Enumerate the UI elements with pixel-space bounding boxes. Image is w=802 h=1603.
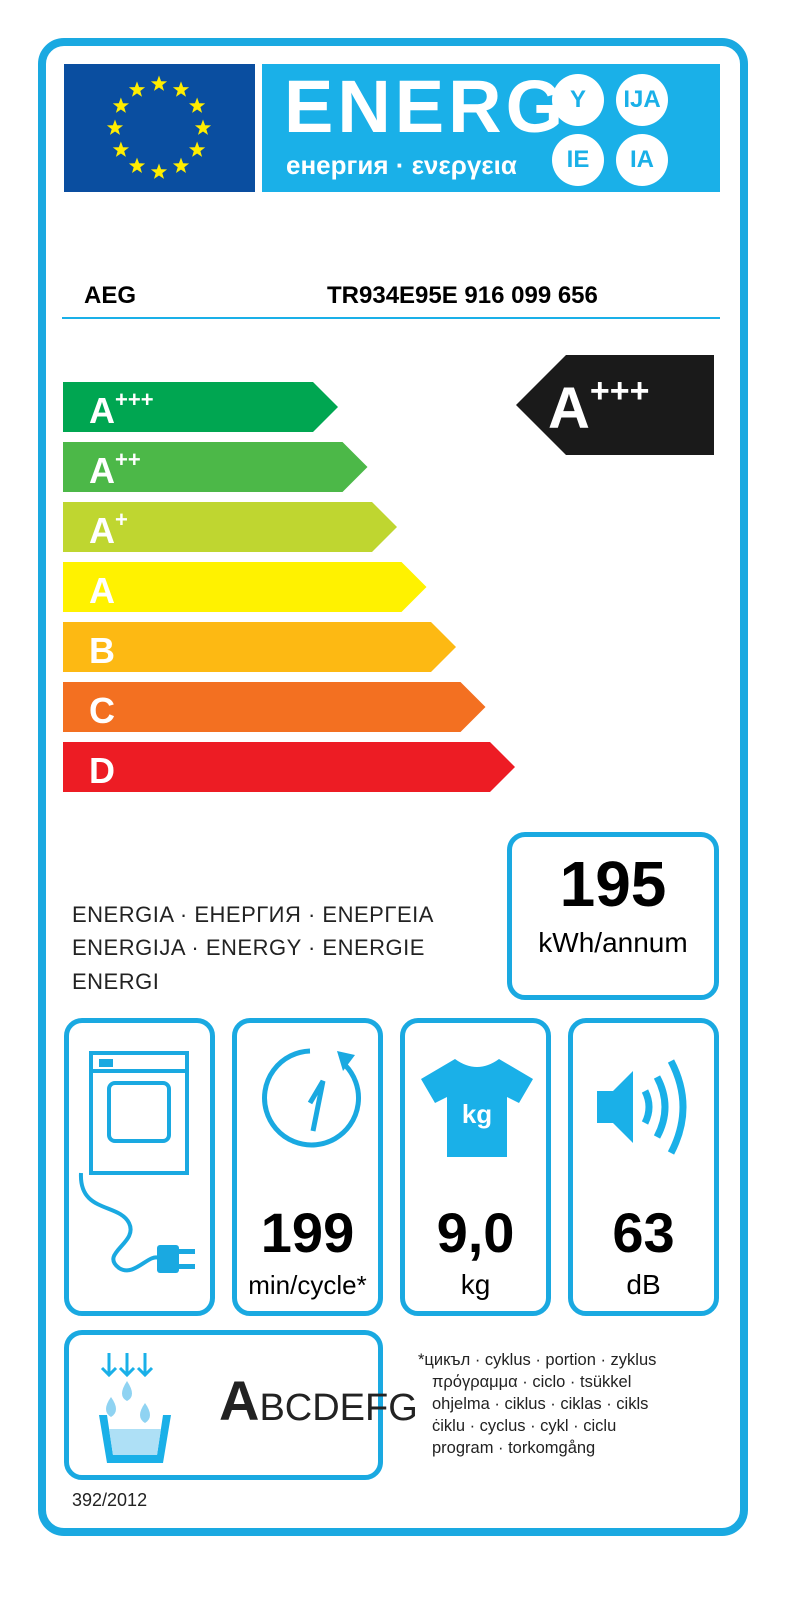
star-icon — [150, 163, 168, 179]
star-icon — [194, 119, 212, 135]
speaker-icon — [597, 1059, 687, 1155]
spec-box-noise: 63 dB — [568, 1018, 719, 1316]
spec-box-capacity: kg 9,0 kg — [400, 1018, 551, 1316]
star-icon — [150, 75, 168, 91]
scale-bar-label: C — [89, 690, 115, 731]
footnote-line: ċiklu · cyclus · cykl · ciclu — [432, 1417, 617, 1435]
energy-word-line: ENERGIA · ЕНЕРГИЯ · ΕΝΕΡΓΕΙΑ — [72, 902, 434, 927]
eu-flag — [64, 64, 255, 192]
suffix-ija: IJA — [616, 74, 668, 126]
scale-bar — [63, 622, 456, 672]
condensation-scale: ABCDEFG — [219, 1371, 418, 1438]
label-frame — [38, 38, 748, 1536]
scale-bar — [63, 382, 338, 432]
scale-bar-label: A — [89, 570, 115, 611]
consumption-value: 195 — [559, 848, 667, 920]
footnote-line: πρόγραμμα · ciclo · tsükkel — [432, 1373, 632, 1391]
brand-name: AEG — [84, 282, 137, 309]
scale-bar — [63, 562, 427, 612]
svg-text:kg: kg — [462, 1099, 492, 1129]
star-icon — [172, 157, 190, 173]
banner-title: ENERG — [284, 65, 568, 148]
energy-word-line: ENERGIJA · ENERGY · ENERGIE — [72, 935, 425, 960]
scale-bar-label: B — [89, 630, 115, 671]
regulation-number: 392/2012 — [72, 1490, 148, 1510]
eu-stars-icon — [106, 75, 212, 179]
suffix-ie: IE — [552, 134, 604, 186]
noise-unit: dB — [626, 1269, 661, 1300]
scale-bar — [63, 502, 397, 552]
suffix-ia: IA — [616, 134, 668, 186]
tshirt-kg-icon: kg — [421, 1059, 533, 1157]
scale-bar — [63, 742, 515, 792]
footnote-line: *цикъл · cyklus · portion · zyklus — [418, 1351, 657, 1369]
suffix-y: Y — [552, 74, 604, 126]
consumption-box: 195 kWh/annum — [507, 832, 719, 1000]
star-icon — [189, 141, 206, 157]
scale-bar-label: D — [89, 750, 115, 791]
rating-indicator — [516, 355, 714, 455]
condensation-class: A — [219, 1369, 260, 1432]
scale-bar — [63, 442, 368, 492]
star-icon — [128, 81, 146, 97]
noise-value: 63 — [612, 1201, 675, 1264]
energy-word-line: ENERGI — [72, 969, 160, 994]
star-icon — [172, 81, 190, 97]
condensation-scale-rest: BCDEFG — [259, 1387, 418, 1429]
condensation-box: ABCDEFG — [64, 1330, 418, 1480]
dryer-plug-icon — [78, 1051, 195, 1273]
divider — [62, 317, 720, 319]
spec-box-dryer — [64, 1018, 215, 1316]
star-icon — [106, 119, 124, 135]
star-icon — [112, 141, 129, 157]
clock-icon — [262, 1048, 361, 1148]
star-icon — [128, 157, 146, 173]
star-icon — [112, 97, 129, 113]
capacity-unit: kg — [460, 1269, 491, 1300]
star-icon — [189, 97, 206, 113]
footnote-line: program · torkomgång — [432, 1439, 596, 1457]
banner-subtitle: енергия · ενεργεια — [286, 150, 517, 180]
water-drops-basin-icon — [99, 1353, 171, 1463]
scale-bar — [63, 682, 486, 732]
spec-box-cycle-time: 199 min/cycle* — [232, 1018, 383, 1316]
capacity-value: 9,0 — [436, 1201, 515, 1264]
consumption-unit: kWh/annum — [538, 927, 688, 958]
model-number: TR934E95E 916 099 656 — [327, 282, 598, 309]
footnote-line: ohjelma · ciklus · ciklas · cikls — [432, 1395, 649, 1413]
cycle-time-value: 199 — [260, 1201, 355, 1264]
cycle-time-unit: min/cycle* — [248, 1270, 367, 1300]
